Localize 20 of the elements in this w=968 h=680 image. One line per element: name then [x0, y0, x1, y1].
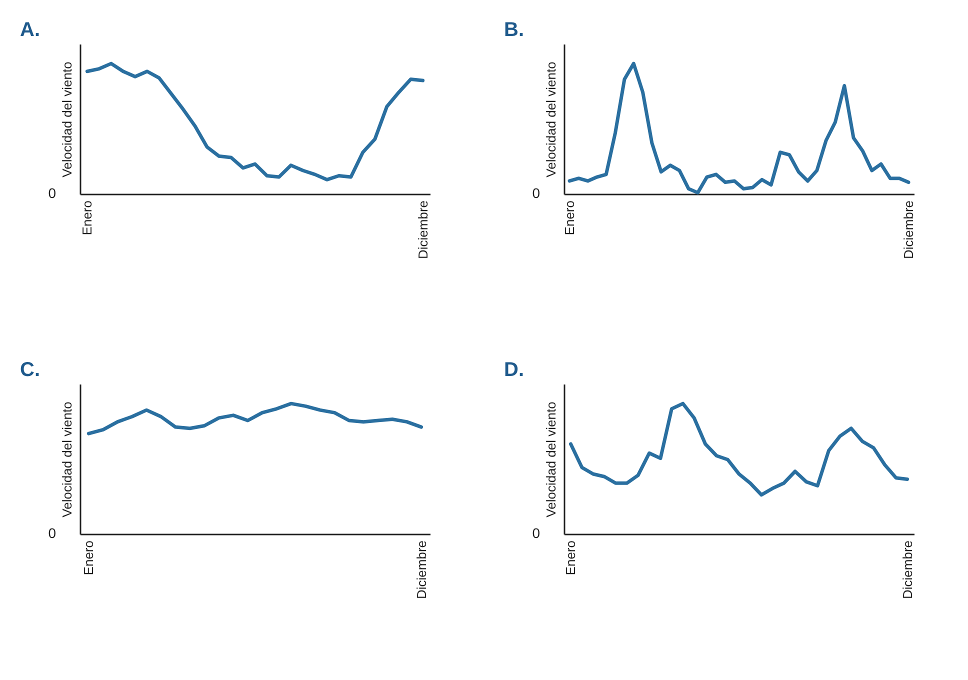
y-axis-title: Velocidad del viento [544, 62, 558, 178]
text: 0 [48, 185, 56, 201]
chart-title: A. [20, 19, 40, 41]
chart-title: D. [504, 359, 524, 381]
chart-title: C. [20, 359, 40, 381]
chart-title: B. [504, 19, 524, 41]
text: 0 [48, 525, 56, 541]
x-tick-label: Diciembre [901, 200, 916, 260]
y-axis-title: Velocidad del viento [60, 402, 74, 518]
x-tick-label: Enero [80, 200, 95, 236]
x-tick-label: Enero [562, 200, 577, 236]
text: 0 [532, 525, 540, 541]
x-tick-label: Diciembre [900, 540, 915, 600]
x-tick-label: Enero [81, 540, 96, 576]
y-axis-title: Velocidad del viento [60, 62, 74, 178]
x-tick-label: Enero [563, 540, 578, 576]
y-axis-title: Velocidad del viento [544, 402, 558, 518]
x-tick-label: Diciembre [414, 540, 429, 600]
text: 0 [532, 185, 540, 201]
x-tick-label: Diciembre [415, 200, 430, 260]
